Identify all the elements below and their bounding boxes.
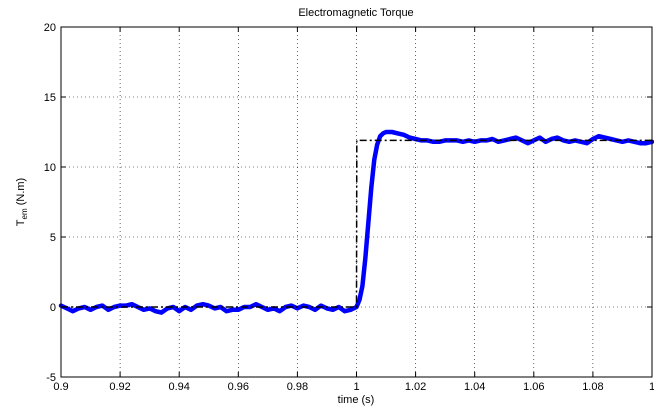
y-axis-label-main: T xyxy=(15,219,27,226)
y-tick-label: 15 xyxy=(44,92,56,104)
chart-title: Electromagnetic Torque xyxy=(298,7,413,19)
y-tick-label: 10 xyxy=(44,162,56,174)
x-tick-label: 0.92 xyxy=(109,381,130,393)
x-tick-label: 1.08 xyxy=(582,381,603,393)
x-axis-label: time (s) xyxy=(338,394,375,406)
y-tick-label: 20 xyxy=(44,22,56,34)
x-tick-label: 0.9 xyxy=(53,381,68,393)
x-tick-label: 1.06 xyxy=(523,381,544,393)
x-tick-label: 0.98 xyxy=(287,381,308,393)
y-axis-label-unit: (N.m) xyxy=(15,178,27,209)
measured-torque-line xyxy=(58,129,654,315)
y-tick-label: 5 xyxy=(50,232,56,244)
reference-torque-line xyxy=(61,139,652,308)
y-axis-label-subscript: em xyxy=(20,208,29,219)
series-layer xyxy=(58,129,654,315)
y-tick-label: 0 xyxy=(50,302,56,314)
x-tick-label: 0.96 xyxy=(228,381,249,393)
y-axis-label: Tem (N.m) xyxy=(15,178,29,226)
y-tick-label: -5 xyxy=(46,372,56,384)
x-tick-label: 1.04 xyxy=(464,381,485,393)
ticks: 0.9 0.92 0.94 0.96 0.98 1 1.02 1.04 1.06 1.08 1 -5 0… xyxy=(44,22,654,393)
x-tick-label: 1 xyxy=(353,381,359,393)
x-tick-label: 0.94 xyxy=(168,381,189,393)
x-tick-label: 1.02 xyxy=(405,381,426,393)
grid xyxy=(61,27,652,377)
x-tick-label: 1 xyxy=(649,381,654,393)
